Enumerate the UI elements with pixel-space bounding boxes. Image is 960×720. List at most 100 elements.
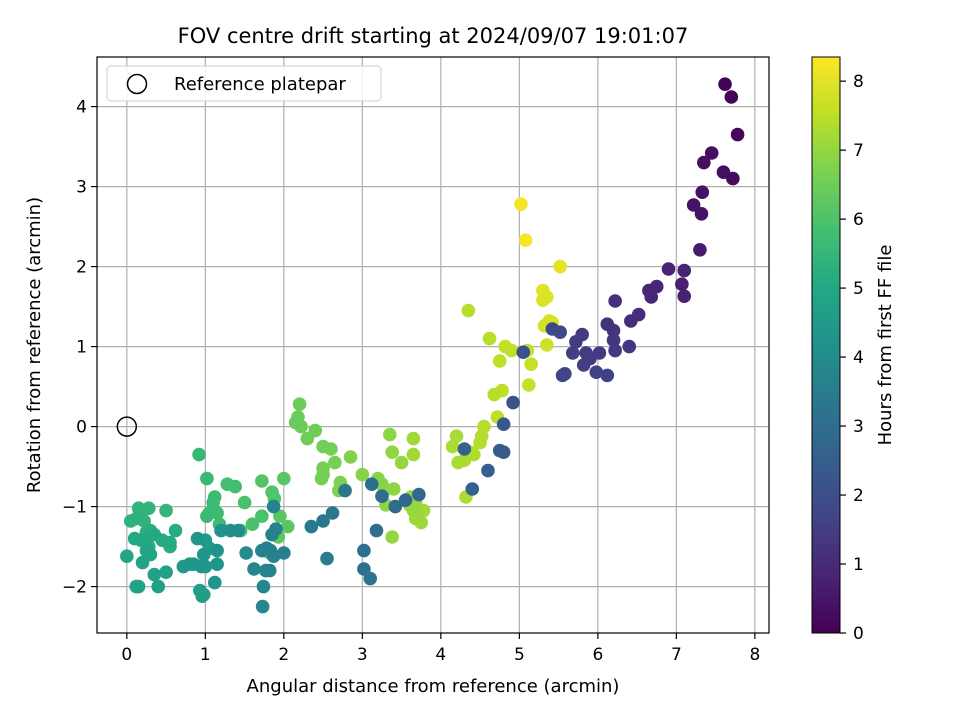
- y-tick-label: 4: [76, 98, 87, 118]
- data-point: [375, 477, 389, 492]
- data-point: [316, 514, 330, 528]
- data-point: [255, 474, 269, 488]
- data-point: [555, 368, 570, 383]
- data-point: [292, 397, 307, 412]
- data-point: [304, 519, 319, 534]
- y-tick-label: 1: [76, 338, 87, 358]
- data-point: [369, 523, 384, 538]
- data-point: [492, 443, 507, 458]
- data-point: [600, 368, 615, 383]
- colorbar-tick-label: 7: [853, 141, 864, 161]
- x-tick-label: 8: [749, 645, 760, 665]
- data-point: [277, 471, 291, 486]
- data-point: [589, 365, 604, 380]
- reference-platepar-marker: [116, 416, 138, 437]
- colorbar-label: Hours from first FF file: [875, 245, 896, 446]
- plot-frame: [96, 56, 770, 634]
- y-tick-label: 0: [76, 418, 87, 438]
- data-point: [291, 410, 305, 424]
- data-point: [414, 515, 429, 530]
- data-point: [195, 589, 209, 603]
- data-point: [600, 317, 615, 332]
- x-tick-label: 5: [514, 645, 525, 665]
- data-point: [540, 290, 554, 304]
- data-point: [151, 579, 166, 594]
- legend-label: Reference platepar: [174, 74, 346, 95]
- data-point: [675, 277, 689, 292]
- data-point: [262, 563, 277, 578]
- data-point: [514, 197, 528, 211]
- data-point: [540, 338, 554, 352]
- x-axis-ticks: 0 1 2 3 4 5 6 7 8: [121, 633, 760, 665]
- x-tick-label: 4: [435, 645, 446, 665]
- x-tick-label: 3: [357, 645, 368, 665]
- data-point: [198, 559, 213, 574]
- data-point: [163, 535, 177, 550]
- data-point: [686, 198, 701, 212]
- data-point: [363, 571, 377, 586]
- data-point: [482, 331, 497, 346]
- data-point: [694, 207, 709, 221]
- data-point: [277, 546, 291, 560]
- data-point: [343, 450, 358, 464]
- data-point: [325, 506, 340, 520]
- data-point: [388, 499, 403, 514]
- data-point: [394, 455, 409, 470]
- data-point: [492, 354, 507, 368]
- data-point: [338, 483, 352, 498]
- data-point: [579, 346, 593, 360]
- data-point: [159, 565, 173, 579]
- legend-reference-marker: [126, 73, 148, 95]
- data-point: [314, 471, 329, 486]
- data-point: [521, 378, 536, 392]
- data-point: [237, 495, 252, 510]
- data-point: [516, 345, 531, 360]
- data-point: [131, 579, 146, 594]
- grid-lines: [97, 57, 769, 633]
- colorbar-tick-label: 1: [853, 555, 864, 575]
- colorbar: 0 1 2 3 4 5 6 7 8 Hours from first FF file: [811, 56, 896, 644]
- data-point: [726, 171, 740, 186]
- data-point: [606, 333, 621, 348]
- data-point: [210, 543, 224, 558]
- data-point: [697, 155, 711, 170]
- data-point: [631, 307, 646, 322]
- data-point: [445, 439, 460, 454]
- data-point: [592, 346, 607, 360]
- x-axis-label: Angular distance from reference (arcmin): [247, 676, 620, 697]
- data-point: [210, 557, 224, 571]
- chart-title: FOV centre drift starting at 2024/09/07 …: [178, 24, 689, 48]
- legend: Reference platepar: [106, 65, 382, 102]
- colorbar-tick-label: 2: [853, 486, 864, 506]
- data-point: [231, 523, 246, 538]
- data-point: [385, 530, 399, 544]
- y-axis-label: Rotation from reference (arcmin): [24, 197, 45, 493]
- colorbar-tick-label: 3: [853, 417, 864, 437]
- data-point: [147, 527, 162, 542]
- data-point: [487, 387, 502, 402]
- colorbar-gradient: [811, 56, 841, 634]
- data-point: [553, 259, 567, 274]
- data-point: [247, 562, 261, 576]
- data-point: [228, 479, 242, 494]
- data-point: [308, 423, 323, 438]
- data-point: [357, 562, 371, 576]
- data-point: [214, 523, 228, 538]
- data-point: [355, 467, 370, 482]
- y-axis-ticks: −2 −1 0 1 2 3 4: [62, 98, 97, 598]
- data-point: [269, 522, 283, 536]
- data-point: [200, 471, 214, 486]
- data-point: [190, 531, 205, 546]
- data-point: [412, 487, 426, 502]
- data-point: [406, 431, 421, 446]
- data-point: [695, 185, 710, 199]
- data-point: [256, 579, 271, 594]
- colorbar-tick-label: 4: [853, 348, 864, 368]
- data-point: [207, 575, 222, 590]
- data-point: [457, 442, 472, 456]
- data-point: [677, 263, 692, 278]
- data-point: [134, 533, 148, 547]
- colorbar-tick-label: 5: [853, 279, 864, 299]
- data-point: [273, 509, 287, 523]
